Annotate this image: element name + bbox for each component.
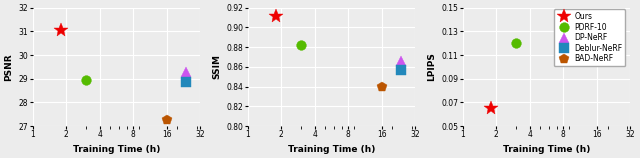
Y-axis label: SSIM: SSIM [212,54,221,79]
X-axis label: Training Time (h): Training Time (h) [73,145,160,154]
Legend: Ours, PDRF-10, DP-NeRF, Deblur-NeRF, BAD-NeRF: Ours, PDRF-10, DP-NeRF, Deblur-NeRF, BAD… [554,9,625,66]
Y-axis label: PSNR: PSNR [4,53,13,81]
X-axis label: Training Time (h): Training Time (h) [503,145,590,154]
X-axis label: Training Time (h): Training Time (h) [288,145,375,154]
Y-axis label: LPIPS: LPIPS [427,52,436,81]
